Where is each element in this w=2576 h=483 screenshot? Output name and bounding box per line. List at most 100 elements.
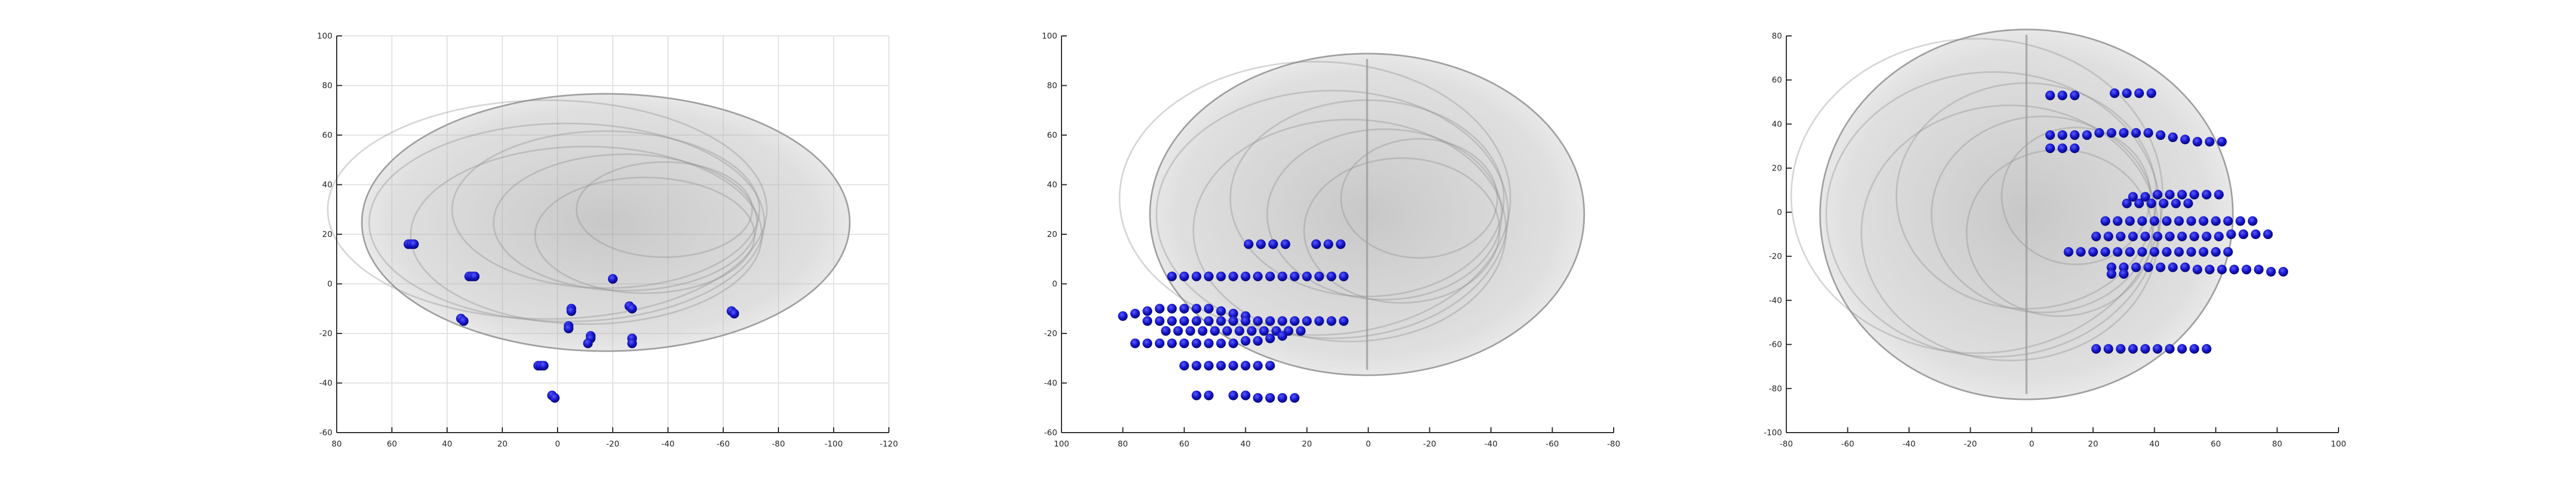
electrode-point [2146,88,2156,98]
electrode-point [1278,393,1287,403]
x-tick-label: 100 [2331,439,2347,449]
electrode-point [1253,271,1263,281]
electrode-point [1280,239,1290,249]
electrode-point [2238,229,2248,239]
electrode-point [1179,303,1189,314]
electrode-point [1191,338,1201,348]
electrode-point [458,316,469,326]
y-tick-label: -60 [1044,428,1058,437]
electrode-point [1259,326,1269,336]
electrode-point [1191,303,1201,314]
electrode-point [1241,316,1251,326]
electrode-point [2217,264,2227,274]
electrode-point [2106,128,2117,138]
electrode-point [2204,264,2215,274]
electrode-point [1142,306,1153,316]
electrode-point [1167,303,1177,314]
y-tick-label: 40 [1047,180,1057,190]
y-tick-label: 80 [1047,81,1057,91]
y-tick-label: -80 [1769,384,1783,393]
electrode-point [1311,239,1321,249]
x-tick-label: -20 [1423,439,1436,449]
x-tick-label: -60 [717,439,730,449]
y-tick-label: -100 [1764,428,1782,437]
electrode-point [2214,190,2224,199]
x-tick-label: -80 [772,439,785,449]
electrode-point [2177,232,2187,242]
x-tick-label: 0 [555,439,560,449]
electrode-point [2241,264,2252,274]
electrode-point [2069,91,2080,100]
y-tick-label: -20 [1769,251,1783,261]
electrode-point [563,323,574,333]
electrode-point [2131,262,2141,272]
electrode-point [2045,91,2055,100]
electrode-point [2254,264,2264,274]
electrode-point [1335,239,1346,249]
electrode-point [2082,130,2092,140]
electrode-point [1244,239,1254,249]
electrode-point [2199,247,2209,257]
electrode-point [2211,247,2221,257]
electrode-point [2134,88,2144,98]
electrode-point [2119,269,2129,279]
x-tick-label: 20 [2088,439,2098,449]
electrode-point [2180,262,2190,272]
electrode-point [2069,130,2080,140]
electrode-point [2165,344,2175,354]
electrode-point [1167,271,1177,281]
electrode-point [1241,361,1251,371]
electrode-point [1228,338,1238,348]
electrode-point [2113,247,2122,257]
electrode-point [2247,216,2258,226]
electrode-point [1296,326,1306,336]
electrode-point [2201,344,2211,354]
electrode-point [2189,344,2200,354]
electrode-point [1179,361,1189,371]
electrode-point [2125,216,2135,226]
electrode-point [1253,393,1263,403]
electrode-point [2192,137,2202,147]
x-tick-label: 20 [1302,439,1312,449]
electrode-point [1265,361,1275,371]
electrode-point [627,338,637,348]
x-tick-label: 80 [1118,439,1128,449]
electrode-point [2076,247,2086,257]
x-tick-label: 40 [1241,439,1251,449]
electrode-point [2158,198,2169,209]
electrode-point [2223,247,2233,257]
electrode-point [2143,262,2154,272]
electrode-point [2189,190,2200,199]
electrode-point [2201,232,2211,242]
electrode-point [1179,316,1189,326]
electrode-point [1185,326,1196,336]
electrode-point [1216,306,1226,316]
x-tick-label: 0 [1365,439,1371,449]
electrode-point [2223,216,2233,226]
electrode-point [2140,344,2150,354]
electrode-point [2168,132,2178,143]
electrode-point [1216,338,1226,348]
electrode-point [2156,130,2166,140]
electrode-point [2128,192,2138,202]
electrode-point [2263,229,2273,239]
electrode-point [2100,247,2111,257]
electrode-point [1191,316,1201,326]
electrode-point [2125,247,2135,257]
brain-surface [1118,53,1585,376]
electrode-point [2214,232,2224,242]
x-tick-label: -80 [1780,439,1793,449]
electrode-point [1253,316,1263,326]
y-tick-label: 0 [327,279,332,289]
electrode-point [2143,128,2154,138]
electrode-point [1155,316,1165,326]
electrode-point [1228,309,1238,318]
electrode-point [2226,229,2236,239]
electrode-point [2168,262,2178,272]
y-tick-label: -40 [320,378,333,388]
electrode-point [470,271,480,281]
electrode-point [1204,338,1214,348]
y-tick-label: 0 [1777,207,1782,217]
x-tick-label: 60 [387,439,397,449]
y-tick-label: 40 [322,180,332,190]
